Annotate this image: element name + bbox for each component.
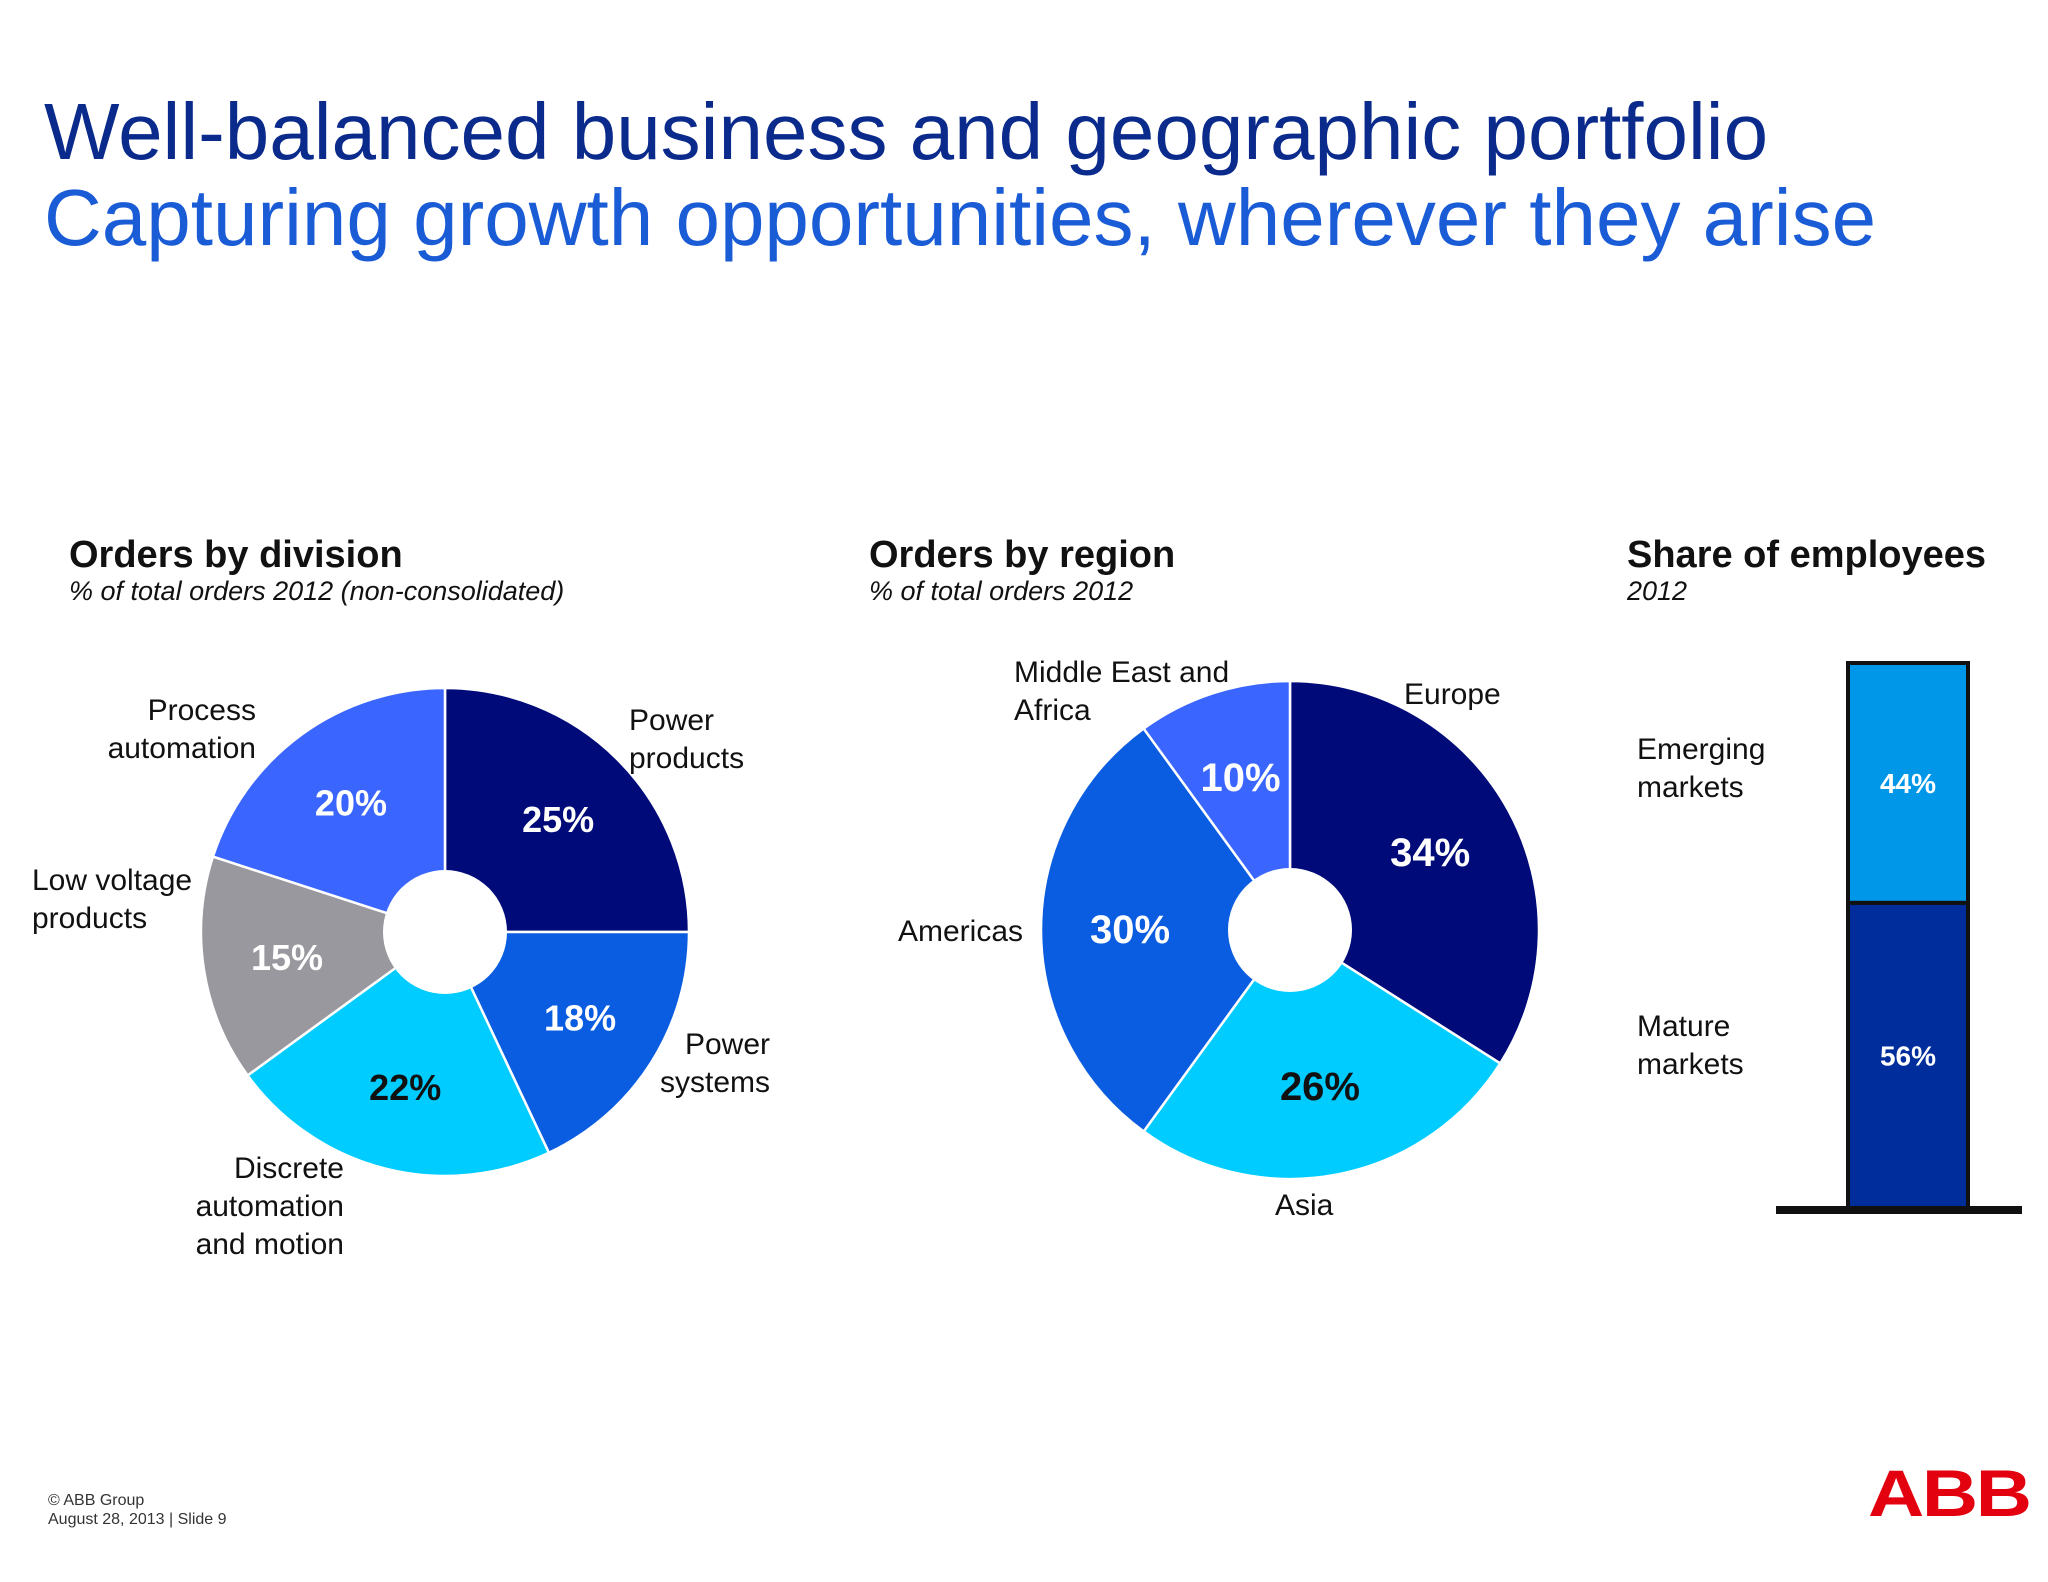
division-category-label-0: Power products [629, 704, 745, 775]
division-value-label-2: 22% [369, 1067, 441, 1108]
region-value-label-1: 26% [1280, 1065, 1360, 1109]
region-slice-2 [1039, 726, 1292, 1134]
employees-value-label-0: 56% [1880, 1040, 1936, 1071]
region-value-label-0: 34% [1390, 831, 1470, 875]
employees-segment-0 [1846, 900, 1970, 1210]
abb-logo-text: ABB [1868, 1456, 2032, 1530]
employees-segment-1 [1846, 661, 1970, 905]
division-chart-title: Orders by division [69, 534, 403, 576]
region-chart-subtitle: % of total orders 2012 [869, 576, 1134, 606]
division-value-label-3: 15% [251, 937, 323, 978]
employees-chart-title: Share of employees [1627, 534, 1987, 576]
employees-value-label-1: 44% [1880, 768, 1936, 799]
division-value-label-0: 25% [522, 799, 594, 840]
region-value-label-2: 30% [1090, 908, 1170, 952]
division-chart-subtitle: % of total orders 2012 (non-consolidated… [69, 576, 565, 606]
employees-series-name-0: Mature markets [1637, 1010, 1744, 1081]
division-value-label-1: 18% [544, 998, 616, 1039]
region-donut-hole [1228, 868, 1352, 992]
region-category-label-2: Americas [898, 915, 1024, 948]
region-slice-1 [1141, 928, 1502, 1181]
division-category-label-3: Low voltage products [32, 864, 193, 935]
abb-logo: ABB [1868, 1460, 2032, 1526]
employees-series-name-1: Emerging markets [1637, 733, 1766, 804]
division-donut-hole [383, 870, 507, 994]
region-value-label-3: 10% [1201, 756, 1281, 800]
region-category-label-0: Europe [1404, 678, 1501, 711]
region-category-label-1: Asia [1275, 1189, 1334, 1222]
employees-chart-subtitle: 2012 [1627, 576, 1688, 606]
division-category-label-2: Discrete automation and motion [195, 1152, 344, 1261]
footer-copyright: © ABB Group [48, 1492, 145, 1509]
division-slice-3 [199, 855, 448, 1078]
footer-date-slide: August 28, 2013 | Slide 9 [48, 1511, 227, 1528]
division-slice-2 [245, 930, 551, 1178]
region-chart-title: Orders by region [869, 534, 1176, 576]
division-category-label-1: Power systems [659, 1028, 770, 1099]
region-slice-0 [1288, 679, 1541, 1066]
region-category-label-3: Middle East and Africa [1014, 656, 1230, 727]
slide-subtitle: Capturing growth opportunities, wherever… [44, 173, 1877, 262]
division-category-label-4: Process automation [107, 694, 256, 765]
slide-title: Well-balanced business and geographic po… [44, 87, 1769, 176]
division-value-label-4: 20% [315, 783, 387, 824]
